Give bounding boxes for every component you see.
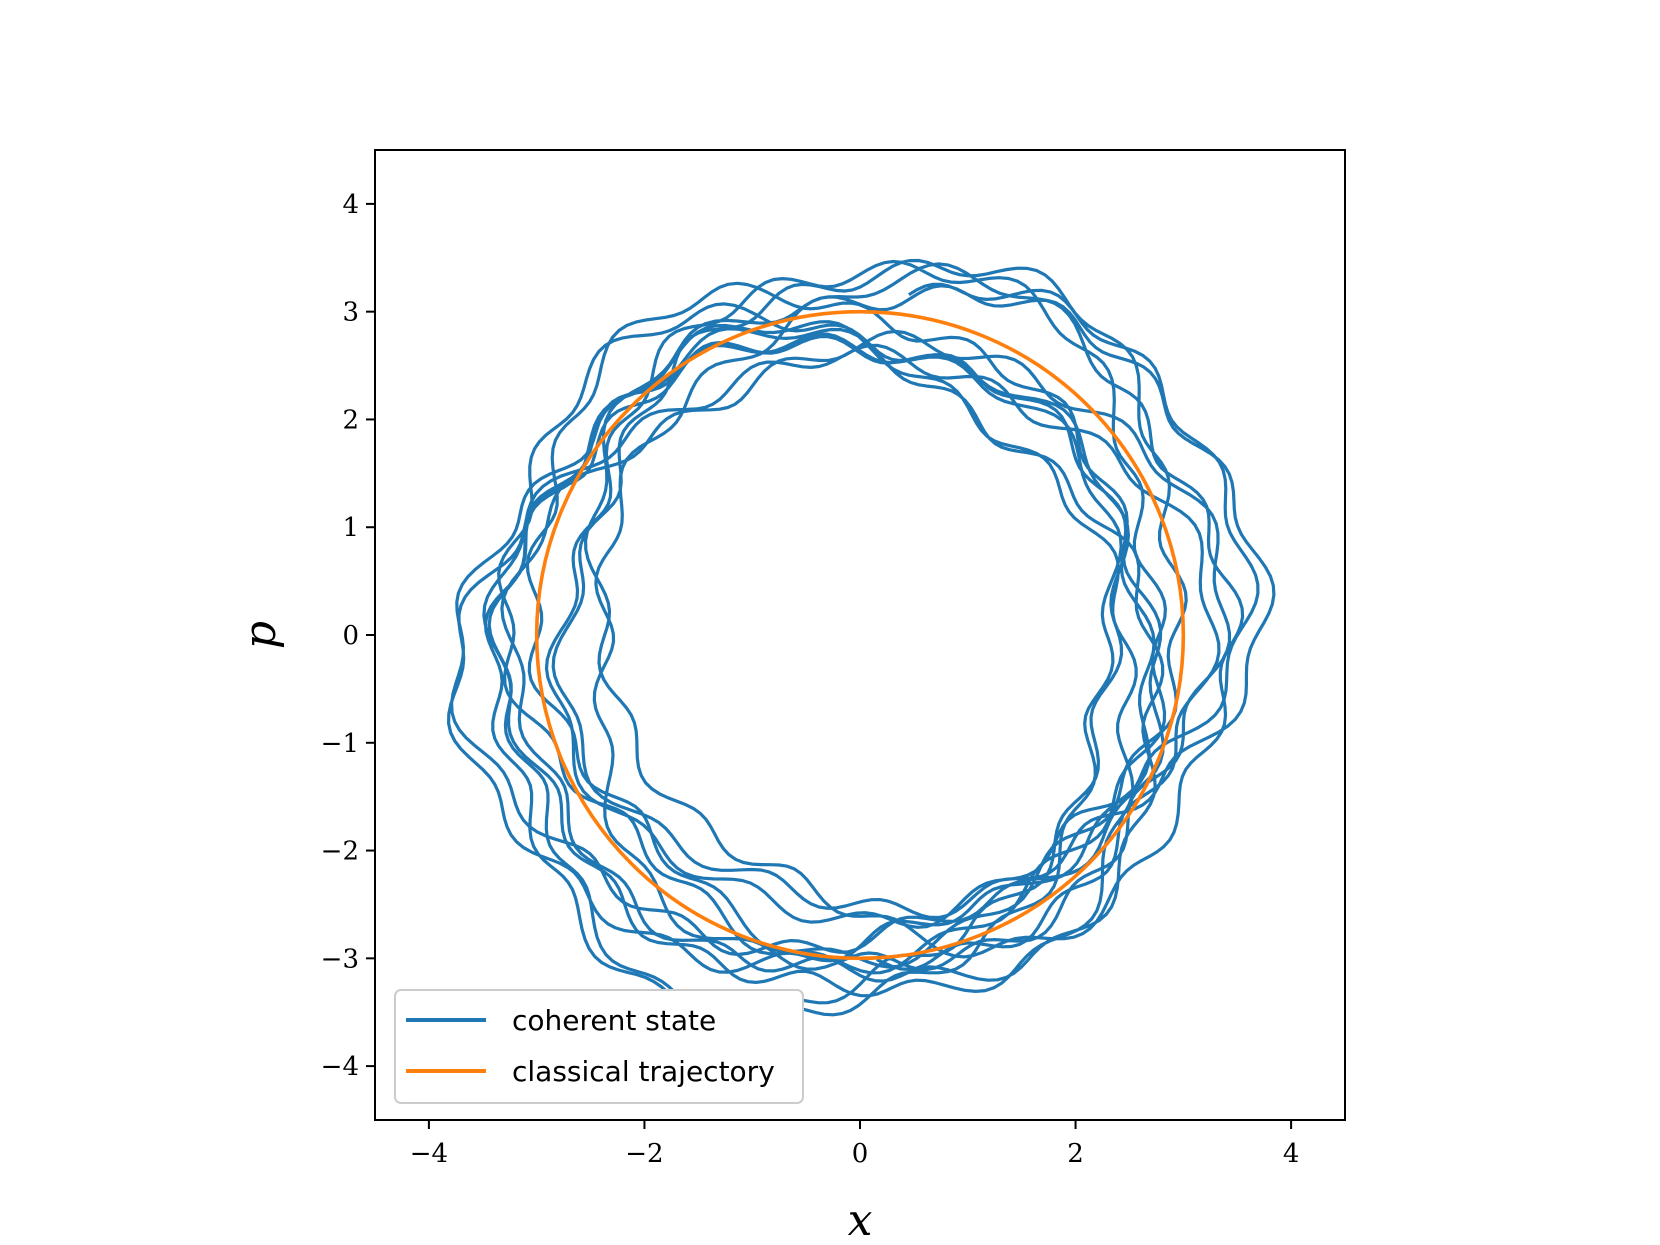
x-tick-label: −2 <box>625 1139 663 1169</box>
series-layer <box>447 258 1276 1026</box>
y-tick-label: −2 <box>321 837 359 867</box>
x-tick-label: 2 <box>1067 1139 1084 1169</box>
y-tick-label: 0 <box>342 621 359 651</box>
y-axis-title: p <box>235 621 286 649</box>
legend-label-coherent-state: coherent state <box>512 1004 716 1037</box>
y-tick-label: −1 <box>321 729 359 759</box>
x-axis-ticks: −4 −2 0 2 4 <box>410 1120 1300 1169</box>
y-tick-label: 2 <box>342 405 359 435</box>
x-axis-title: x <box>848 1195 873 1245</box>
x-tick-label: −4 <box>410 1139 448 1169</box>
x-tick-label: 4 <box>1283 1139 1300 1169</box>
x-tick-label: 0 <box>852 1139 869 1169</box>
legend-label-classical-trajectory: classical trajectory <box>512 1055 775 1088</box>
y-tick-label: 3 <box>342 298 359 328</box>
y-tick-label: −4 <box>321 1052 359 1082</box>
legend-box <box>394 989 804 1104</box>
y-tick-label: 1 <box>342 513 359 543</box>
y-tick-label: 4 <box>342 190 359 220</box>
series-classical-trajectory-line <box>534 309 1186 961</box>
y-axis-ticks: −4 −3 −2 −1 0 1 2 3 4 <box>321 190 375 1082</box>
legend: coherent state classical trajectory <box>394 989 804 1104</box>
y-tick-label: −3 <box>321 944 359 974</box>
